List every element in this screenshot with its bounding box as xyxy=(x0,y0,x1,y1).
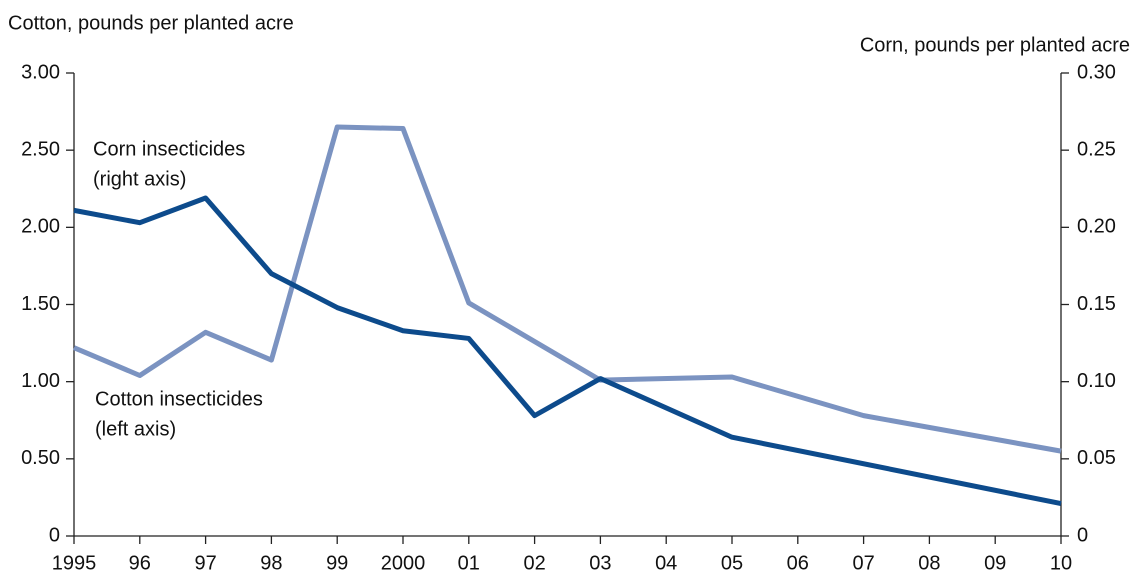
y-tick-label: 1.00 xyxy=(21,370,60,392)
y-tick-label: 1.50 xyxy=(21,293,60,315)
x-tick-label: 04 xyxy=(655,552,677,574)
y2-tick-label: 0.10 xyxy=(1077,370,1116,392)
x-tick-label: 07 xyxy=(852,552,874,574)
x-tick-label: 98 xyxy=(260,552,282,574)
x-tick-label: 2000 xyxy=(381,552,426,574)
x-tick-label: 97 xyxy=(194,552,216,574)
x-tick-label: 02 xyxy=(523,552,545,574)
x-tick-label: 99 xyxy=(326,552,348,574)
x-tick-label: 05 xyxy=(721,552,743,574)
y-tick-label: 2.00 xyxy=(21,216,60,238)
y-tick-label: 0 xyxy=(49,524,60,546)
x-tick-label: 03 xyxy=(589,552,611,574)
y2-tick-label: 0.20 xyxy=(1077,216,1116,238)
y-tick-label: 3.00 xyxy=(21,61,60,83)
y-tick-label: 2.50 xyxy=(21,138,60,160)
y2-tick-label: 0.05 xyxy=(1077,447,1116,469)
y2-axis-title: Corn, pounds per planted acre xyxy=(860,34,1130,56)
annotation: (right axis) xyxy=(93,168,186,190)
x-tick-label: 06 xyxy=(787,552,809,574)
y2-tick-label: 0.15 xyxy=(1077,293,1116,315)
y-axis-title: Cotton, pounds per planted acre xyxy=(8,12,294,34)
y-tick-label: 0.50 xyxy=(21,447,60,469)
x-tick-label: 08 xyxy=(918,552,940,574)
data-line xyxy=(73,124,1062,454)
y2-tick-label: 0 xyxy=(1077,524,1088,546)
x-tick-label: 96 xyxy=(129,552,151,574)
annotation: Corn insecticides xyxy=(93,138,245,160)
y2-tick-label: 0.25 xyxy=(1077,138,1116,160)
annotation: Cotton insecticides xyxy=(95,388,263,410)
data-line xyxy=(73,195,1062,507)
x-tick-label: 01 xyxy=(458,552,480,574)
y2-tick-label: 0.30 xyxy=(1077,61,1116,83)
x-tick-label: 09 xyxy=(984,552,1006,574)
x-tick-label: 10 xyxy=(1050,552,1072,574)
annotation: (left axis) xyxy=(95,418,176,440)
x-tick-label: 1995 xyxy=(52,552,97,574)
